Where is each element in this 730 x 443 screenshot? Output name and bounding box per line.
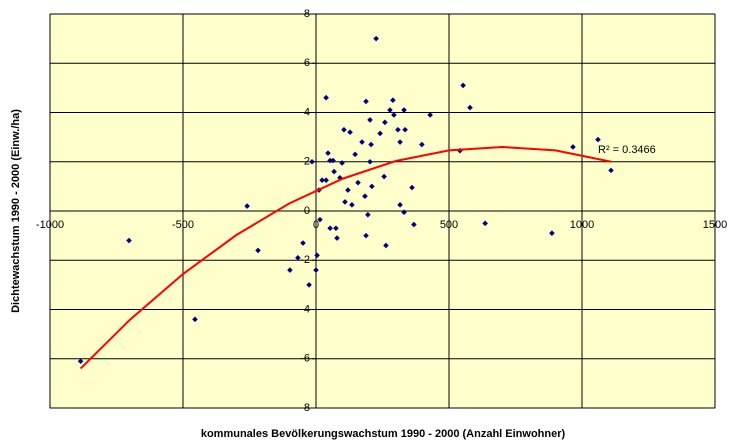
point — [363, 232, 369, 239]
point — [334, 235, 340, 241]
point — [549, 230, 555, 236]
x-tick-label: 1000 — [570, 219, 594, 231]
y-tick-label: 2 — [304, 156, 310, 168]
point — [333, 225, 339, 232]
x-tick-label: -1000 — [36, 219, 64, 231]
point — [126, 237, 132, 244]
point — [317, 216, 323, 223]
point — [402, 126, 408, 133]
point — [255, 247, 261, 254]
y-tick-label: 6 — [304, 57, 310, 69]
x-tick-label: 1500 — [703, 219, 727, 231]
x-tick-label: 500 — [440, 219, 458, 231]
point — [381, 173, 387, 180]
point — [608, 167, 614, 174]
point — [427, 112, 433, 118]
y-tick-label: -8 — [300, 402, 310, 414]
y-tick-label: 8 — [304, 8, 310, 20]
point — [323, 177, 329, 184]
y-tick-label: -6 — [300, 353, 310, 365]
point — [595, 136, 601, 143]
point — [339, 160, 345, 166]
x-tick-label: -500 — [172, 219, 194, 231]
point — [409, 184, 415, 191]
point — [309, 158, 315, 165]
point — [347, 129, 353, 135]
point — [295, 254, 301, 261]
point — [365, 211, 371, 218]
point — [331, 168, 337, 175]
trendline — [79, 145, 612, 370]
point — [330, 157, 336, 164]
point — [373, 35, 379, 42]
point — [390, 97, 396, 103]
point — [460, 82, 466, 89]
point — [383, 242, 389, 249]
point — [319, 177, 325, 184]
point — [401, 107, 407, 113]
point — [192, 316, 198, 323]
point — [362, 193, 368, 200]
point — [244, 203, 250, 209]
point — [287, 267, 293, 273]
point — [300, 240, 306, 246]
point — [570, 144, 576, 150]
x-axis-title: kommunales Bevölkerungswachstum 1990 - 2… — [201, 428, 566, 440]
point — [387, 107, 393, 113]
point — [359, 139, 365, 145]
point — [368, 141, 374, 148]
point — [395, 126, 401, 133]
point — [327, 225, 333, 232]
point — [323, 94, 329, 101]
point — [327, 157, 333, 164]
point — [411, 221, 417, 228]
point — [313, 267, 319, 273]
y-axis-title: Dichtewachstum 1990 - 2000 (Einw./ha) — [10, 109, 22, 313]
point — [397, 202, 403, 208]
point — [314, 252, 320, 259]
point — [352, 151, 358, 158]
point — [391, 112, 397, 118]
point — [419, 141, 425, 148]
y-tick-label: -2 — [300, 254, 310, 266]
point — [369, 183, 375, 190]
point — [345, 187, 351, 193]
point — [341, 126, 347, 133]
y-tick-label: -4 — [300, 303, 310, 315]
point — [367, 117, 373, 123]
point — [355, 179, 361, 186]
point — [397, 139, 403, 145]
point — [401, 209, 407, 216]
point — [382, 119, 388, 126]
point — [467, 104, 473, 111]
point — [482, 220, 488, 227]
trendline-label: R² = 0.3466 — [598, 144, 656, 156]
point — [377, 130, 383, 137]
point — [77, 358, 84, 365]
y-tick-label: 4 — [304, 106, 310, 118]
point — [367, 158, 373, 165]
point — [325, 150, 331, 156]
point — [349, 202, 355, 208]
point — [306, 282, 312, 288]
point — [342, 199, 348, 205]
point — [363, 98, 369, 105]
